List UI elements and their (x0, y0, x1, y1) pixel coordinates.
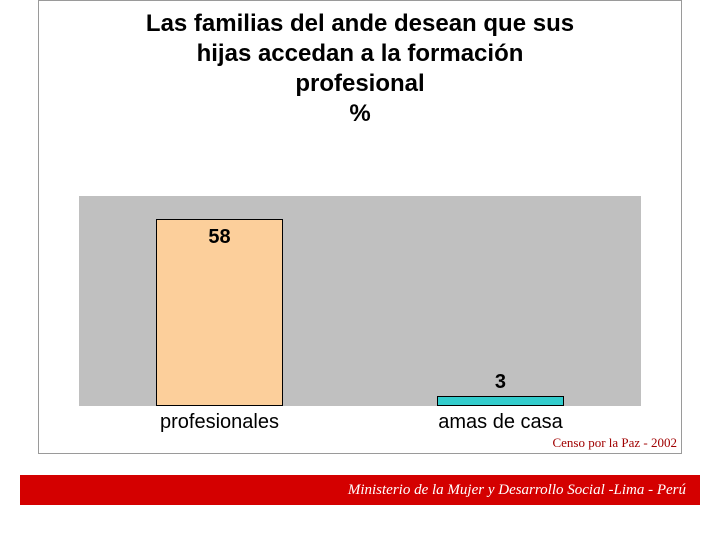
plot-area: 58 3 (79, 196, 641, 406)
chart-title-line: hijas accedan a la formación (63, 39, 657, 69)
chart-title: Las familias del ande desean que sus hij… (39, 1, 681, 129)
source-label: Censo por la Paz - 2002 (552, 435, 677, 450)
slide: Las familias del ande desean que sus hij… (0, 0, 720, 540)
chart-title-line: % (63, 99, 657, 129)
bar: 58 (156, 219, 282, 406)
chart-card: Las familias del ande desean que sus hij… (38, 0, 682, 454)
x-axis-label: amas de casa (360, 411, 641, 434)
chart-title-line: profesional (63, 69, 657, 99)
x-axis-label: profesionales (79, 411, 360, 434)
footer-bar: Ministerio de la Mujer y Desarrollo Soci… (20, 475, 700, 505)
chart-title-line: Las familias del ande desean que sus (63, 9, 657, 39)
bar-value-label: 3 (438, 371, 562, 394)
bar-value-label: 58 (157, 226, 281, 249)
bar: 3 (437, 396, 563, 406)
source-text: Censo por la Paz - 2002 (552, 435, 677, 451)
footer-text: Ministerio de la Mujer y Desarrollo Soci… (348, 482, 686, 499)
